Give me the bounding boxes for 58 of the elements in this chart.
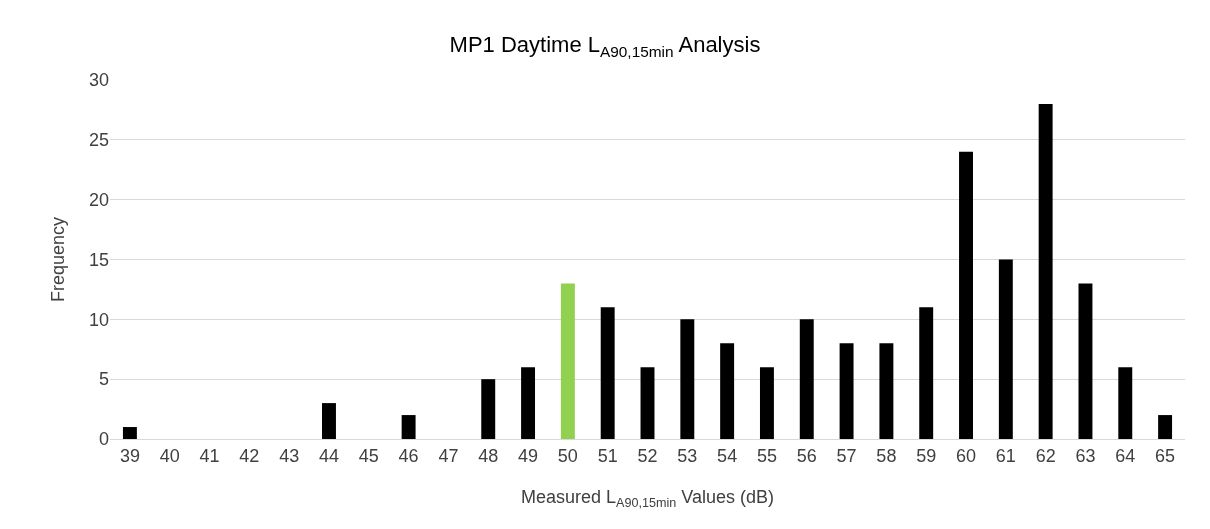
y-tick-label: 0: [98, 429, 109, 450]
x-tick-label: 52: [637, 445, 658, 466]
x-tick-label: 64: [1115, 445, 1136, 466]
x-tick-label: 60: [956, 445, 977, 466]
bar: [1158, 415, 1173, 439]
x-tick-label: 55: [756, 445, 777, 466]
x-tick-label: 44: [318, 445, 339, 466]
chart-title: MP1 Daytime L$_{A90,15min}$ Analysis: [449, 32, 761, 61]
bar: [640, 367, 655, 439]
x-tick-label: 48: [478, 445, 499, 466]
x-tick-label: 61: [995, 445, 1016, 466]
bar: [799, 319, 814, 439]
bar: [1118, 367, 1133, 439]
bar: [560, 283, 575, 439]
bar: [919, 307, 934, 439]
x-tick-label: 51: [597, 445, 618, 466]
y-tick-label: 10: [88, 309, 109, 330]
x-axis-title: Measured L$_{A90,15min}$ Values (dB): [521, 487, 774, 510]
x-tick-label: 41: [199, 445, 220, 466]
x-tick-label: 45: [358, 445, 379, 466]
bar: [122, 427, 137, 439]
x-tick-label: 43: [279, 445, 300, 466]
y-tick-label: 5: [98, 369, 109, 390]
x-tick-label: 40: [159, 445, 180, 466]
bar: [959, 151, 973, 439]
y-tick-label: 15: [88, 249, 109, 270]
x-tick-label: 50: [557, 445, 578, 466]
bar: [521, 367, 536, 439]
bar: [1078, 283, 1093, 439]
y-tick-label: 20: [88, 189, 109, 210]
x-tick-label: 53: [677, 445, 698, 466]
x-tick-label: 39: [119, 445, 140, 466]
bar: [720, 343, 735, 439]
y-tick-label: 30: [88, 70, 109, 91]
bar: [680, 319, 695, 439]
bar: [600, 307, 615, 439]
bar: [1038, 103, 1053, 439]
x-tick-label: 42: [239, 445, 260, 466]
x-tick-label: 47: [438, 445, 459, 466]
bar: [839, 343, 854, 439]
x-tick-label: 49: [518, 445, 539, 466]
y-tick-label: 25: [88, 130, 109, 151]
bar: [879, 343, 894, 439]
bar: [401, 415, 416, 439]
x-tick-label: 54: [717, 445, 738, 466]
x-tick-label: 46: [398, 445, 419, 466]
x-tick-label: 58: [876, 445, 897, 466]
x-tick-label: 62: [1035, 445, 1056, 466]
x-tick-label: 65: [1155, 445, 1176, 466]
bar: [759, 367, 774, 439]
x-tick-label: 56: [796, 445, 817, 466]
bar: [481, 379, 496, 439]
x-tick-label: 57: [836, 445, 857, 466]
x-tick-label: 59: [916, 445, 937, 466]
bar: [998, 259, 1013, 439]
y-axis-title: Frequency: [48, 216, 68, 303]
bar: [322, 403, 336, 439]
x-tick-label: 63: [1075, 445, 1096, 466]
